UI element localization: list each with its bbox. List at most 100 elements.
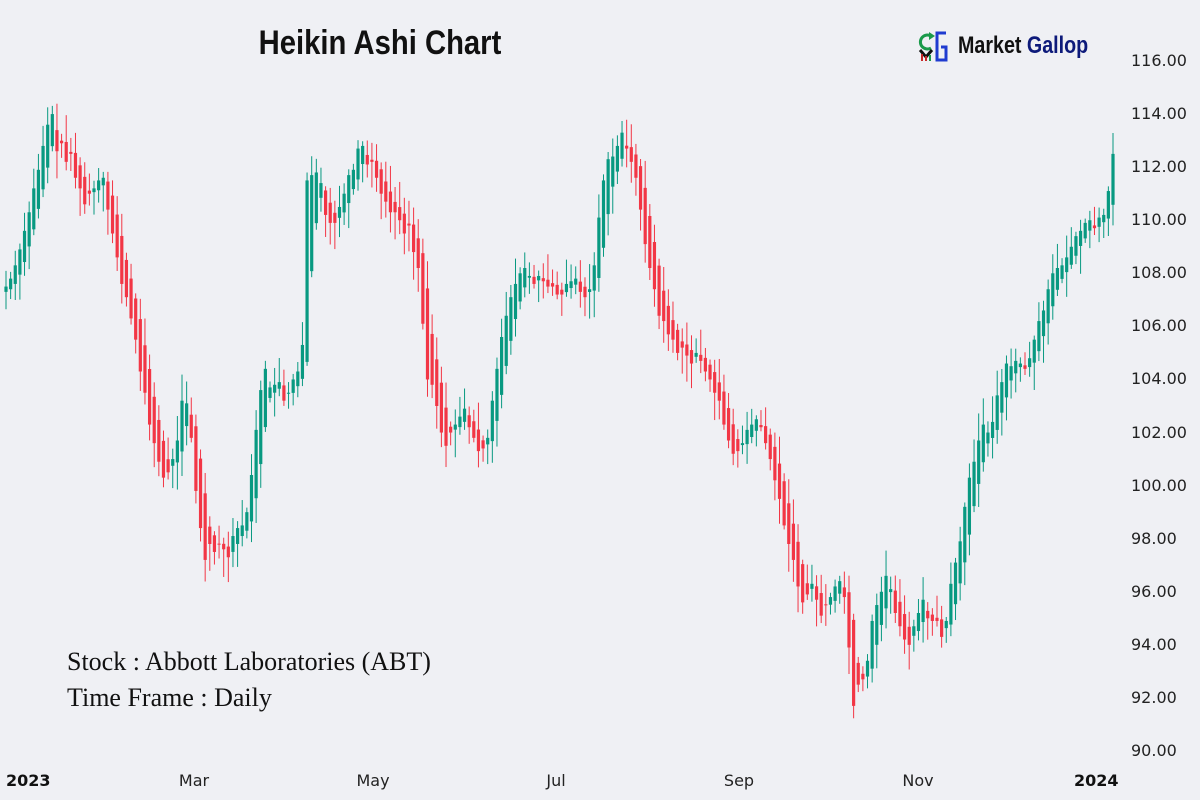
bearish-candle (703, 357, 708, 372)
bullish-candle (1028, 358, 1032, 368)
bearish-candle (940, 619, 944, 637)
price-tick-label: 104.00 (1131, 369, 1187, 389)
bearish-candle (583, 286, 587, 298)
bullish-candle (291, 379, 295, 393)
bullish-candle (828, 597, 833, 605)
bearish-candle (731, 424, 735, 454)
bearish-candle (110, 195, 115, 234)
price-tick-label: 92.00 (1131, 687, 1177, 707)
bearish-candle (713, 372, 717, 393)
bullish-candle (500, 337, 504, 395)
bullish-candle (1009, 366, 1013, 381)
bullish-candle (1046, 289, 1050, 324)
bullish-candle (361, 145, 365, 165)
bearish-candle (847, 592, 851, 648)
bullish-candle (916, 613, 921, 632)
bullish-candle (963, 506, 967, 563)
bearish-candle (87, 190, 91, 194)
bearish-candle (856, 662, 860, 685)
bearish-candle (796, 541, 800, 587)
bullish-candle (972, 461, 976, 507)
bullish-candle (870, 620, 874, 669)
bearish-candle (657, 265, 661, 316)
bullish-candle (865, 660, 870, 677)
bullish-candle (495, 368, 499, 421)
timeframe-label: Time Frame : Daily (67, 683, 272, 712)
bearish-candle (652, 241, 657, 290)
bullish-candle (249, 475, 254, 522)
price-tick-label: 100.00 (1131, 475, 1187, 495)
bearish-candle (157, 419, 161, 462)
bullish-candle (838, 581, 842, 594)
bearish-candle (124, 259, 129, 298)
price-tick-label: 110.00 (1131, 210, 1187, 230)
bullish-candle (921, 599, 925, 623)
bullish-candle (245, 512, 249, 531)
time-tick-label: 2023 (6, 771, 51, 790)
bullish-candle (611, 156, 615, 187)
bearish-candle (435, 359, 439, 406)
bullish-candle (833, 586, 837, 601)
bullish-candle (1000, 382, 1004, 413)
bearish-candle (370, 159, 374, 162)
bullish-candle (13, 265, 17, 284)
bullish-candle (592, 265, 596, 291)
brand-name-part1: Market (958, 32, 1022, 59)
bearish-candle (73, 152, 78, 178)
bearish-candle (198, 458, 203, 529)
bearish-candle (722, 391, 726, 425)
bearish-candle (629, 147, 633, 162)
bearish-candle (444, 407, 448, 446)
bullish-candle (101, 177, 105, 186)
bearish-candle (421, 253, 425, 324)
bearish-candle (222, 543, 226, 550)
bearish-candle (643, 187, 647, 245)
bullish-candle (745, 429, 749, 445)
bullish-candle (574, 278, 578, 285)
bearish-candle (926, 610, 930, 619)
bearish-candle (625, 145, 629, 149)
bullish-candle (1032, 339, 1036, 363)
bearish-candle (768, 434, 772, 460)
bearish-candle (638, 166, 643, 210)
bearish-candle (430, 333, 434, 385)
bullish-candle (175, 440, 179, 463)
bearish-candle (323, 190, 328, 215)
bullish-candle (50, 114, 54, 147)
bearish-candle (138, 319, 142, 372)
bullish-candle (564, 283, 569, 293)
bullish-candle (995, 395, 999, 430)
bearish-candle (893, 590, 897, 613)
bullish-candle (286, 392, 291, 394)
bearish-candle (801, 564, 805, 603)
bullish-candle (986, 432, 990, 444)
bearish-candle (59, 140, 64, 144)
bullish-candle (1088, 220, 1092, 231)
bullish-candle (97, 180, 101, 191)
bearish-candle (78, 165, 82, 189)
bullish-candle (36, 169, 41, 209)
bearish-candle (411, 224, 416, 253)
brand-logo: Market Gallop (918, 30, 1117, 62)
bullish-candle (523, 268, 527, 288)
bullish-candle (462, 408, 467, 422)
bearish-candle (365, 154, 369, 165)
bullish-candle (953, 562, 958, 605)
bearish-candle (773, 446, 777, 481)
bearish-candle (805, 583, 809, 595)
bullish-candle (254, 429, 258, 499)
bearish-candle (129, 278, 133, 319)
bearish-candle (425, 288, 430, 380)
bearish-candle (671, 320, 675, 340)
bullish-candle (263, 368, 267, 428)
bearish-candle (416, 238, 420, 268)
bearish-candle (689, 350, 694, 364)
bullish-candle (314, 172, 318, 224)
bearish-candle (676, 329, 680, 353)
bullish-candle (754, 419, 758, 431)
bullish-candle (740, 443, 745, 446)
bearish-candle (328, 202, 332, 223)
bullish-candle (171, 459, 175, 466)
time-tick-label: Nov (902, 771, 934, 790)
bullish-candle (1037, 321, 1041, 352)
